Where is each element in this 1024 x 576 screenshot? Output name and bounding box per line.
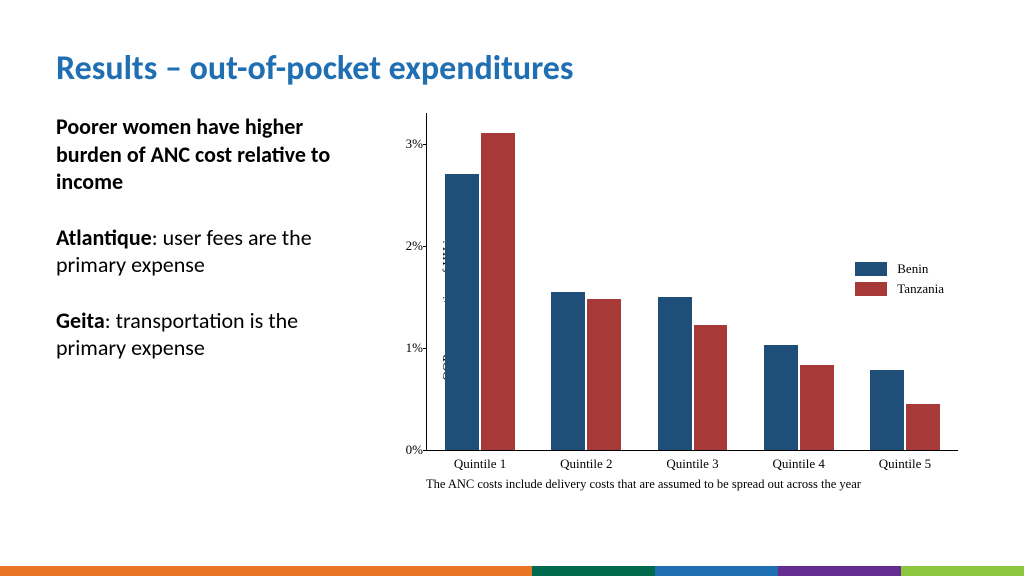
bar-group: Quintile 1	[427, 113, 533, 450]
x-tick-label: Quintile 1	[427, 456, 533, 472]
legend-swatch	[855, 262, 887, 276]
atlantique-label: Atlantique	[56, 224, 152, 251]
footer-segment	[778, 566, 901, 576]
x-tick-label: Quintile 2	[533, 456, 639, 472]
bar	[481, 133, 515, 450]
y-tick: 2%	[389, 238, 423, 254]
bar	[764, 345, 798, 450]
y-tick: 3%	[389, 136, 423, 152]
geita-label: Geita	[56, 307, 105, 334]
content-row: Poorer women have higher burden of ANC c…	[56, 113, 968, 576]
bar	[694, 325, 728, 450]
y-tick: 1%	[389, 340, 423, 356]
y-tick: 0%	[389, 442, 423, 458]
footer-segment	[655, 566, 778, 576]
text-column: Poorer women have higher burden of ANC c…	[56, 113, 356, 576]
legend-swatch	[855, 282, 887, 296]
legend-label: Tanzania	[897, 281, 944, 297]
bar	[587, 299, 621, 450]
bar	[445, 174, 479, 450]
bar-group: Quintile 3	[639, 113, 745, 450]
legend: Benin Tanzania	[855, 261, 944, 301]
chart-column: OOP as proportion of HH income Quintile …	[368, 113, 968, 576]
x-tick-label: Quintile 5	[852, 456, 958, 472]
paragraph-geita: Geita: transportation is the primary exp…	[56, 307, 356, 362]
bar	[658, 297, 692, 450]
footer-color-bar	[0, 566, 1024, 576]
bar	[906, 404, 940, 450]
slide: Results – out-of-pocket expenditures Poo…	[0, 0, 1024, 576]
footer-segment	[0, 566, 532, 576]
legend-row: Tanzania	[855, 281, 944, 297]
legend-row: Benin	[855, 261, 944, 277]
x-tick-label: Quintile 3	[639, 456, 745, 472]
chart-area: OOP as proportion of HH income Quintile …	[368, 113, 968, 473]
bar-group: Quintile 4	[746, 113, 852, 450]
footer-segment	[532, 566, 655, 576]
legend-label: Benin	[897, 261, 928, 277]
x-tick-label: Quintile 4	[746, 456, 852, 472]
headline-text: Poorer women have higher burden of ANC c…	[56, 113, 356, 196]
headline-bold: Poorer women have higher burden of ANC c…	[56, 113, 330, 195]
footer-segment	[901, 566, 1024, 576]
chart-caption: The ANC costs include delivery costs tha…	[426, 477, 968, 492]
paragraph-atlantique: Atlantique: user fees are the primary ex…	[56, 224, 356, 279]
bar	[800, 365, 834, 450]
bar	[551, 292, 585, 450]
bar	[870, 370, 904, 450]
page-title: Results – out-of-pocket expenditures	[56, 48, 968, 89]
bar-group: Quintile 2	[533, 113, 639, 450]
